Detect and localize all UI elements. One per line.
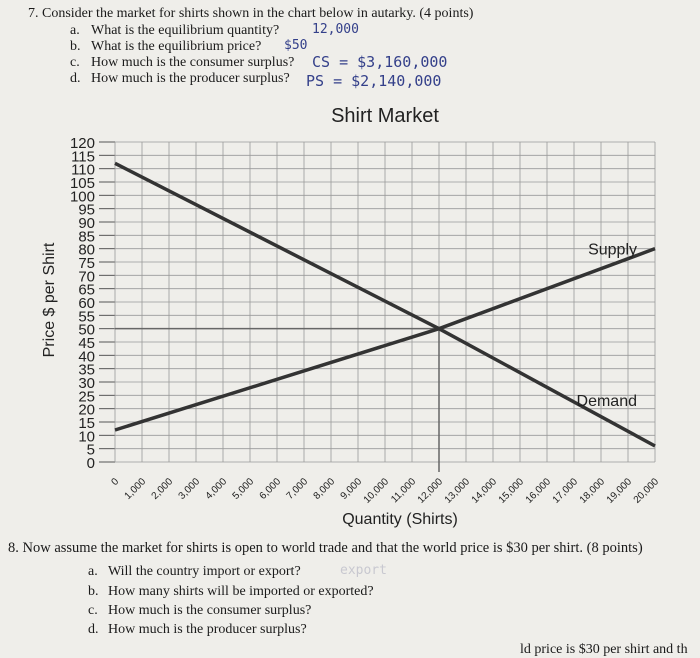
footer-fragment: ld price is $30 per shirt and th: [520, 642, 688, 657]
x-tick-label: 15,000: [497, 476, 527, 506]
y-tick-label: 15: [78, 415, 95, 432]
y-tick-label: 80: [78, 242, 95, 259]
y-tick-label: 55: [78, 308, 95, 325]
series-line: [114, 161, 656, 448]
y-tick-label: 60: [78, 295, 95, 312]
x-tick-label: 3,000: [177, 476, 203, 502]
item-letter: c.: [70, 55, 80, 70]
x-tick-label: 11,000: [389, 476, 418, 505]
item-text: How many shirts will be imported or expo…: [108, 584, 374, 599]
x-tick-label: 5,000: [231, 476, 257, 502]
y-tick-label: 0: [87, 455, 95, 472]
item-letter: a.: [88, 564, 98, 579]
x-tick-label: 20,000: [632, 476, 662, 506]
y-tick-label: 100: [70, 188, 95, 205]
x-axis-label: Quantity (Shirts): [342, 511, 458, 528]
x-tick-label: 13,000: [443, 476, 473, 506]
y-tick-label: 95: [78, 202, 95, 219]
item-letter: a.: [70, 23, 80, 38]
x-tick-label: 18,000: [578, 476, 608, 506]
x-tick-label: 6,000: [258, 476, 284, 502]
item-text: How much is the producer surplus?: [108, 622, 307, 637]
item-text: How much is the consumer surplus?: [91, 55, 295, 70]
x-tick-label: 4,000: [204, 476, 230, 502]
y-tick-label: 35: [78, 362, 95, 379]
question-7: 7. Consider the market for shirts shown …: [28, 6, 474, 21]
y-tick-label: 30: [78, 375, 95, 392]
x-tick-label: 1,000: [123, 476, 149, 502]
item-text: How much is the producer surplus?: [91, 71, 290, 86]
x-tick-label: 12,000: [416, 476, 446, 506]
y-tick-label: 70: [78, 268, 95, 285]
series-label: Demand: [577, 393, 637, 410]
y-tick-label: 5: [87, 442, 95, 459]
y-tick-label: 90: [78, 215, 95, 232]
x-tick-label: 10,000: [362, 476, 392, 506]
series-label: Supply: [588, 242, 637, 259]
item-letter: d.: [70, 71, 81, 86]
handwritten-answer: export: [340, 563, 387, 578]
y-tick-label: 10: [78, 428, 95, 445]
x-tick-label: 0: [109, 476, 121, 488]
item-letter: b.: [70, 39, 81, 54]
item-text: What is the equilibrium quantity?: [91, 23, 280, 38]
y-tick-label: 20: [78, 402, 95, 419]
x-tick-label: 19,000: [605, 476, 635, 506]
item-text: What is the equilibrium price?: [91, 39, 262, 54]
y-tick-label: 45: [78, 335, 95, 352]
item-letter: b.: [88, 584, 99, 599]
y-tick-label: 40: [78, 348, 95, 365]
handwritten-answer: CS = $3,160,000: [312, 53, 448, 71]
y-tick-label: 50: [78, 322, 95, 339]
y-tick-label: 65: [78, 282, 95, 299]
y-tick-label: 115: [71, 148, 95, 165]
item-letter: c.: [88, 603, 98, 618]
handwritten-answer: 12,000: [312, 22, 359, 37]
item-letter: d.: [88, 622, 99, 637]
y-tick-label: 85: [78, 228, 95, 245]
y-axis-label: Price $ per Shirt: [41, 242, 58, 357]
x-tick-label: 14,000: [470, 476, 500, 506]
x-tick-label: 16,000: [524, 476, 554, 506]
y-tick-label: 75: [78, 255, 95, 272]
x-tick-label: 2,000: [150, 476, 176, 502]
y-tick-label: 105: [70, 175, 95, 192]
y-tick-label: 25: [78, 388, 95, 405]
question-8: 8. Now assume the market for shirts is o…: [8, 540, 643, 556]
item-text: Will the country import or export?: [108, 564, 301, 579]
handwritten-answer: PS = $2,140,000: [306, 72, 442, 90]
y-tick-label: 120: [70, 135, 95, 152]
item-text: How much is the consumer surplus?: [108, 603, 312, 618]
handwritten-answer: $50: [284, 38, 308, 53]
chart-title: Shirt Market: [331, 105, 439, 127]
x-tick-label: 7,000: [285, 476, 311, 502]
chart: Shirt Market Quantity (Shirts) Price $ p…: [41, 105, 662, 528]
x-tick-label: 17,000: [551, 476, 581, 506]
y-tick-label: 110: [71, 162, 95, 179]
x-tick-label: 8,000: [312, 476, 338, 502]
